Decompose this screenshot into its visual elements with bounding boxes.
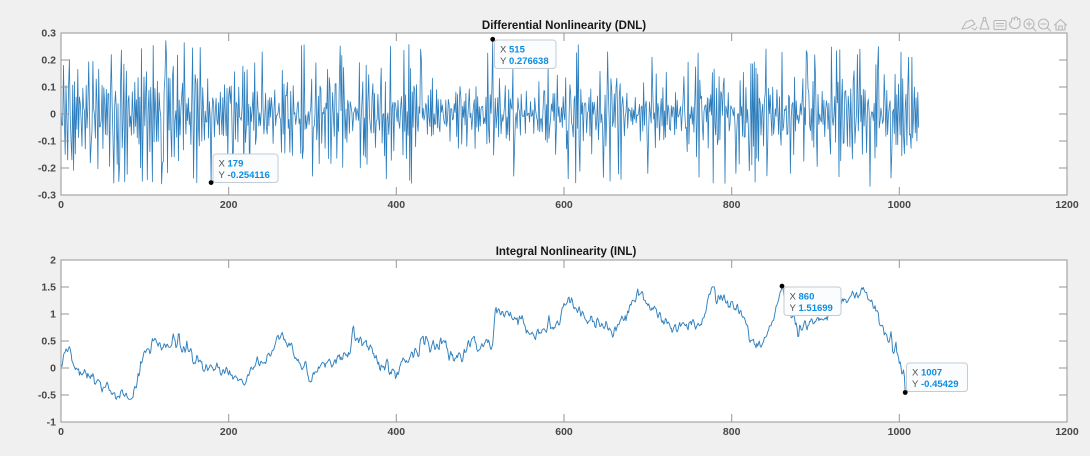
- svg-text:Integral Nonlinearity (INL): Integral Nonlinearity (INL): [496, 246, 637, 258]
- svg-text:X: X: [219, 158, 226, 169]
- svg-text:-1: -1: [47, 417, 56, 429]
- svg-text:400: 400: [388, 199, 406, 211]
- svg-text:-0.254116: -0.254116: [228, 170, 270, 181]
- svg-text:515: 515: [509, 44, 526, 55]
- svg-text:Y: Y: [500, 56, 507, 67]
- svg-text:860: 860: [799, 291, 815, 302]
- svg-text:0.3: 0.3: [41, 28, 56, 40]
- svg-text:-0.3: -0.3: [38, 190, 56, 202]
- svg-text:0.276638: 0.276638: [509, 56, 549, 67]
- svg-text:0.5: 0.5: [41, 336, 56, 348]
- svg-text:600: 600: [555, 426, 573, 438]
- svg-text:400: 400: [388, 426, 406, 438]
- svg-text:1.5: 1.5: [41, 282, 56, 294]
- svg-text:600: 600: [555, 199, 573, 211]
- svg-text:1200: 1200: [1055, 426, 1079, 438]
- svg-text:X: X: [790, 291, 797, 302]
- svg-text:-0.1: -0.1: [38, 136, 56, 148]
- svg-text:1200: 1200: [1055, 199, 1079, 211]
- svg-text:1000: 1000: [888, 199, 912, 211]
- svg-text:-0.45429: -0.45429: [921, 379, 959, 390]
- svg-text:-0.5: -0.5: [38, 390, 56, 402]
- svg-text:0: 0: [58, 199, 64, 211]
- svg-text:179: 179: [228, 158, 244, 169]
- svg-text:X: X: [500, 44, 507, 55]
- svg-text:1: 1: [50, 309, 56, 321]
- svg-text:0.1: 0.1: [41, 82, 56, 94]
- svg-text:Y: Y: [219, 170, 226, 181]
- svg-text:X: X: [912, 367, 919, 378]
- svg-text:800: 800: [723, 199, 741, 211]
- svg-text:2: 2: [50, 255, 56, 267]
- svg-text:Y: Y: [790, 303, 797, 314]
- svg-text:200: 200: [220, 199, 238, 211]
- svg-text:1007: 1007: [921, 367, 942, 378]
- svg-text:200: 200: [220, 426, 238, 438]
- svg-text:0: 0: [50, 109, 56, 121]
- svg-text:0.2: 0.2: [41, 55, 56, 67]
- svg-text:1.51699: 1.51699: [799, 303, 833, 314]
- svg-text:0: 0: [58, 426, 64, 438]
- svg-text:1000: 1000: [888, 426, 912, 438]
- svg-text:-0.2: -0.2: [38, 163, 56, 175]
- svg-text:Differential Nonlinearity (DNL: Differential Nonlinearity (DNL): [482, 20, 646, 32]
- svg-text:800: 800: [723, 426, 741, 438]
- svg-text:0: 0: [50, 363, 56, 375]
- svg-text:Y: Y: [912, 379, 919, 390]
